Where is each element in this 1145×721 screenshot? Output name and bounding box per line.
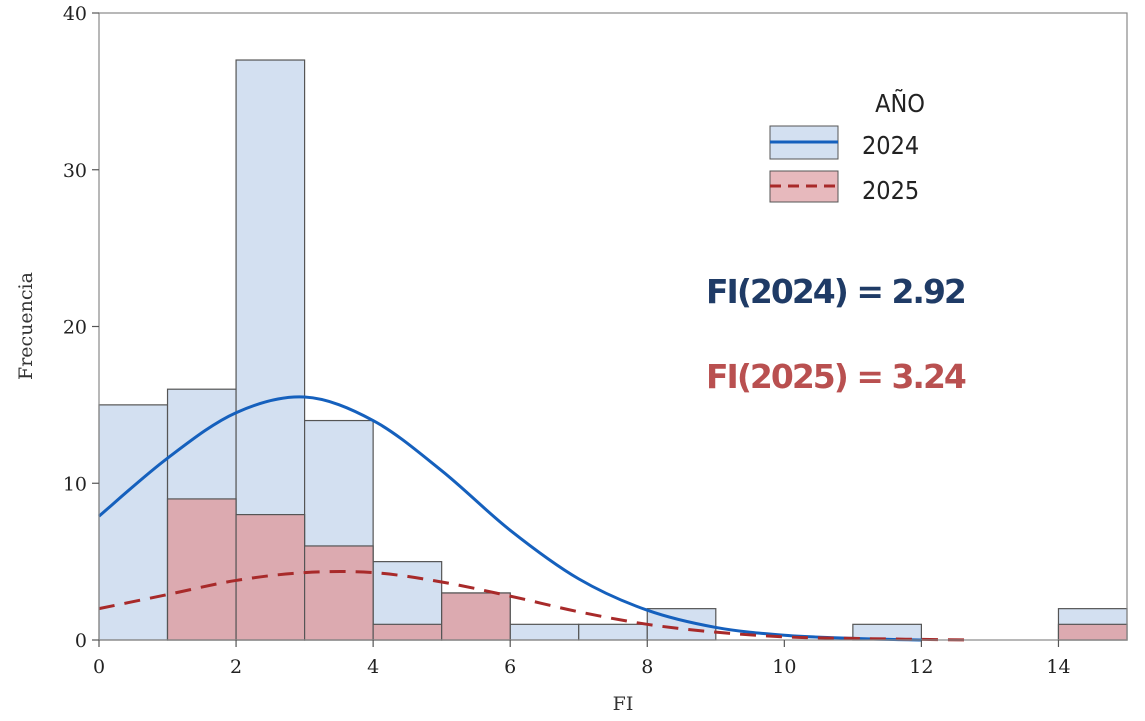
x-tick-label: 2 (230, 656, 242, 678)
x-tick-label: 8 (641, 656, 653, 678)
legend-title: AÑO (875, 88, 925, 118)
x-tick-label: 12 (909, 656, 933, 678)
bar-2025-bin-2-3 (235, 513, 306, 641)
bar-2025-bin-5-6 (441, 592, 511, 641)
bar-2025-bin-1-2 (166, 498, 237, 641)
x-axis-title: FI (613, 693, 634, 715)
y-axis-ticks: 0 10 20 30 40 (63, 3, 99, 652)
x-axis-ticks: 0 2 4 6 8 10 12 14 (93, 640, 1071, 678)
y-tick-label: 10 (63, 473, 87, 495)
y-axis-title: Frecuencia (15, 272, 37, 380)
y-tick-label: 20 (63, 317, 87, 339)
bar-2024-bin-0-1 (98, 404, 169, 641)
bar-2024-bin-6-7 (509, 623, 580, 641)
x-tick-label: 10 (772, 656, 796, 678)
legend: AÑO 2024 2025 (769, 88, 925, 205)
y-tick-label: 30 (63, 160, 87, 182)
bar-2025-bin-14-15 (1057, 623, 1128, 641)
legend-label-2024: 2024 (862, 131, 919, 160)
bar-2025-bin-4-5 (372, 623, 443, 641)
y-tick-label: 40 (63, 3, 87, 25)
annotation-fi-2025: FI(2025) = 3.24 (706, 357, 966, 396)
density-curve-2025 (98, 570, 970, 642)
x-tick-label: 6 (504, 656, 516, 678)
legend-label-2025: 2025 (862, 176, 919, 205)
bars-2025 (166, 498, 1128, 641)
bar-2025-bin-3-4 (304, 545, 374, 641)
x-tick-label: 14 (1046, 656, 1070, 678)
bar-2024-bin-7-8 (578, 623, 648, 641)
density-curve-2024 (98, 395, 922, 642)
annotation-fi-2024: FI(2024) = 2.92 (706, 272, 965, 311)
x-tick-label: 0 (93, 656, 105, 678)
y-tick-label: 0 (75, 630, 87, 652)
x-tick-label: 4 (367, 656, 379, 678)
density-curves (98, 395, 970, 642)
